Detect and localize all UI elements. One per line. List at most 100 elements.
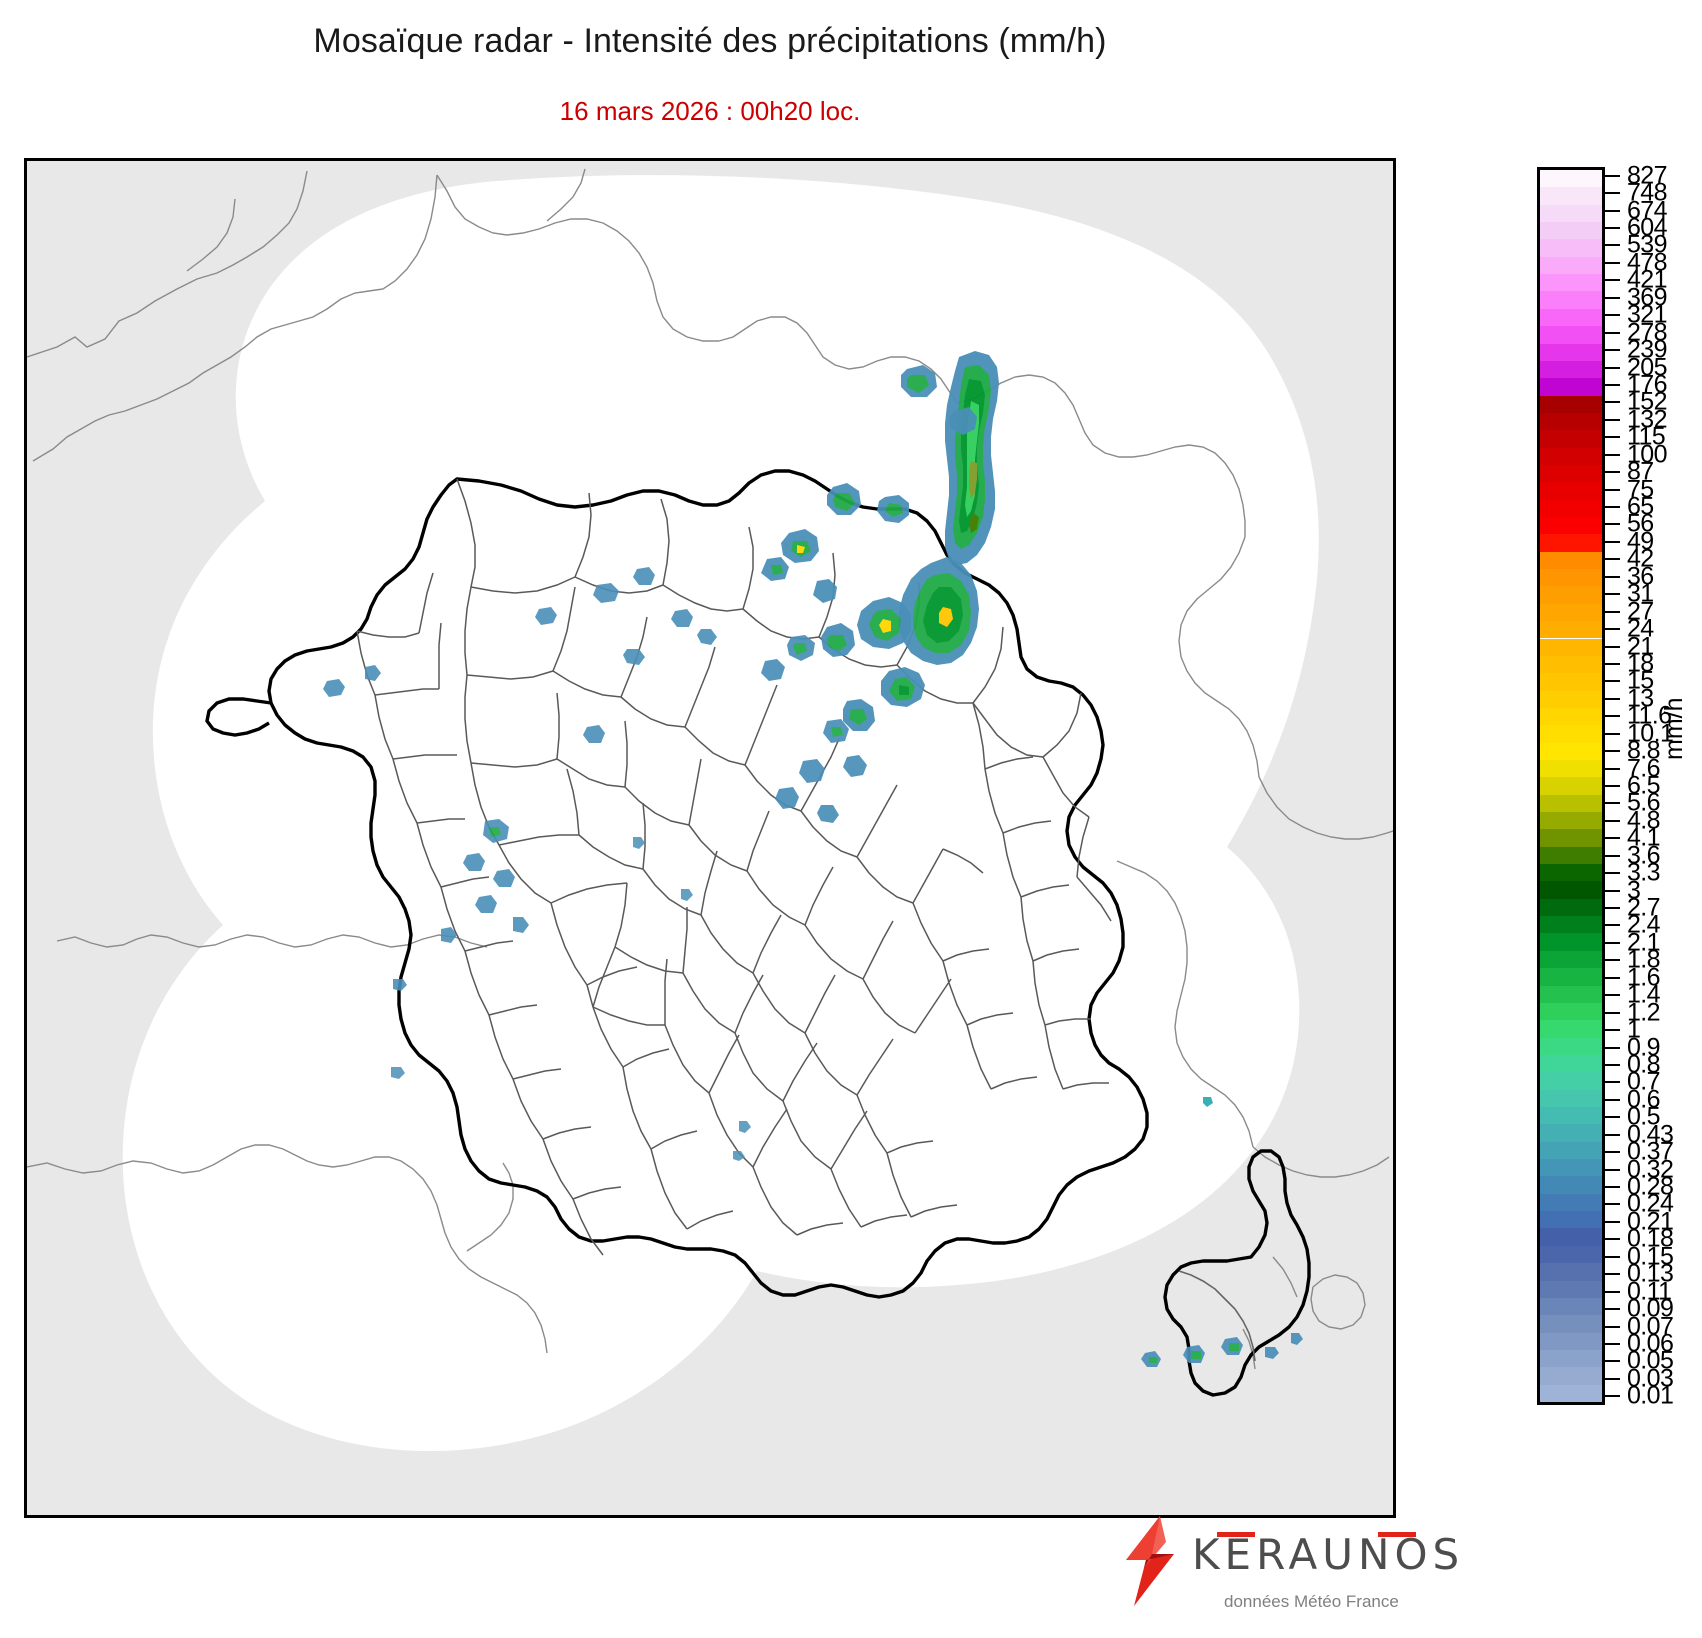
colorbar-segment <box>1540 430 1602 448</box>
colorbar-tick-mark <box>1605 174 1620 177</box>
colorbar-segment <box>1540 968 1602 986</box>
colorbar-segment <box>1540 464 1602 483</box>
colorbar-tick-label: 369 <box>1627 283 1668 312</box>
colorbar-tick-mark <box>1605 907 1620 910</box>
colorbar-tick-mark <box>1605 628 1620 631</box>
colorbar-tick-mark <box>1605 889 1620 892</box>
colorbar-tick-mark <box>1605 680 1620 683</box>
brand-accent-bar-e <box>1217 1532 1255 1537</box>
colorbar-tick-mark <box>1605 1255 1620 1258</box>
colorbar-tick-mark <box>1605 1238 1620 1241</box>
colorbar-tick-label: 11.6 <box>1627 701 1672 730</box>
colorbar-tick-label: 0.06 <box>1627 1329 1674 1358</box>
colorbar-tick-mark <box>1605 593 1620 596</box>
colorbar-ticks: 827 748 674 604 539 478 421 369 321 278 239 205 176 1… <box>1605 163 1701 1408</box>
colorbar-tick-label: 0.8 <box>1627 1050 1661 1079</box>
colorbar-segment <box>1540 1159 1602 1177</box>
colorbar-segment <box>1540 1280 1602 1298</box>
colorbar-tick-label: 0.09 <box>1627 1294 1674 1323</box>
colorbar-segment <box>1540 759 1602 778</box>
colorbar-segment <box>1540 1211 1602 1229</box>
map-canvas <box>27 161 1393 1515</box>
colorbar-tick-label: 0.05 <box>1627 1346 1674 1375</box>
colorbar-tick-label: 0.13 <box>1627 1259 1674 1288</box>
colorbar-tick-mark <box>1605 959 1620 962</box>
data-attribution: données Météo France <box>1224 1592 1399 1611</box>
colorbar-tick-label: 2.1 <box>1627 928 1661 957</box>
colorbar-segment <box>1540 812 1602 830</box>
colorbar-tick-mark <box>1605 366 1620 369</box>
neighbour-borders <box>27 168 1393 1370</box>
colorbar-segment <box>1540 690 1602 708</box>
colorbar-tick-mark <box>1605 1342 1620 1345</box>
colorbar-tick-label: 0.32 <box>1627 1155 1674 1184</box>
colorbar-segment <box>1540 1297 1602 1316</box>
colorbar-segment <box>1540 222 1602 240</box>
colorbar-tick-label: 7.6 <box>1627 754 1661 783</box>
colorbar-segment <box>1540 569 1602 587</box>
colorbar-tick-label: 0.5 <box>1627 1102 1661 1131</box>
colorbar-segment <box>1540 638 1602 656</box>
colorbar-tick-label: 5.6 <box>1627 788 1661 817</box>
colorbar-tick-label: 2.4 <box>1627 910 1661 939</box>
colorbar-segment <box>1540 725 1602 743</box>
colorbar-tick-label: 0.6 <box>1627 1085 1661 1114</box>
colorbar-tick-label: 8.8 <box>1627 736 1661 765</box>
colorbar-tick-mark <box>1605 1168 1620 1171</box>
colorbar-tick-mark <box>1605 715 1620 718</box>
colorbar-tick-mark <box>1605 1151 1620 1154</box>
colorbar-segment <box>1540 170 1602 188</box>
colorbar-tick-label: 748 <box>1627 178 1668 207</box>
colorbar-tick-mark <box>1605 296 1620 299</box>
colorbar-segment <box>1540 985 1602 1003</box>
colorbar-segment <box>1540 378 1602 396</box>
colorbar-tick-mark <box>1605 540 1620 543</box>
echo-ile-de-france <box>761 635 867 823</box>
colorbar-tick-mark <box>1605 750 1620 753</box>
colorbar-tick-mark <box>1605 436 1620 439</box>
keraunos-logo[interactable]: KERAUNOS données Météo France <box>1120 1516 1459 1611</box>
colorbar-tick-mark <box>1605 1063 1620 1066</box>
colorbar-tick-label: 321 <box>1627 300 1668 329</box>
colorbar-tick-mark <box>1605 924 1620 927</box>
colorbar-tick-label: 0.24 <box>1627 1189 1674 1218</box>
colorbar-segment <box>1540 1315 1602 1333</box>
colorbar-tick-mark <box>1605 209 1620 212</box>
colorbar-tick-mark <box>1605 1186 1620 1189</box>
colorbar-tick-mark <box>1605 488 1620 491</box>
colorbar-tick-label: 3.3 <box>1627 858 1661 887</box>
colorbar-tick-label: 0.21 <box>1627 1207 1674 1236</box>
colorbar-segment <box>1540 621 1602 639</box>
brand-accent-bar-s <box>1378 1532 1416 1537</box>
colorbar-tick-label: 49 <box>1627 527 1654 556</box>
colorbar-tick-label: 0.18 <box>1627 1224 1674 1253</box>
colorbar-segment <box>1540 1332 1602 1350</box>
colorbar-tick-mark <box>1605 697 1620 700</box>
colorbar-tick-mark <box>1605 802 1620 805</box>
colorbar-segment <box>1540 482 1602 500</box>
colorbar-tick-label: 1.6 <box>1627 963 1661 992</box>
colorbar-segment <box>1540 551 1602 570</box>
colorbar-tick-mark <box>1605 1220 1620 1223</box>
colorbar-segment <box>1540 256 1602 275</box>
colorbar-tick-label: 604 <box>1627 213 1668 242</box>
colorbar-segment <box>1540 1124 1602 1142</box>
colorbar-segment <box>1540 343 1602 361</box>
colorbar-tick-label: 36 <box>1627 562 1654 591</box>
colorbar-tick-label: 176 <box>1627 370 1668 399</box>
corsica-department-border <box>1178 1270 1256 1362</box>
brittany-coast <box>205 697 272 737</box>
colorbar-gradient <box>1537 167 1605 1405</box>
colorbar-tick-mark <box>1605 1116 1620 1119</box>
colorbar-segment <box>1540 707 1602 726</box>
colorbar-segment <box>1540 395 1602 413</box>
colorbar-tick-mark <box>1605 976 1620 979</box>
colorbar-segment <box>1540 1107 1602 1125</box>
radar-map <box>24 158 1396 1518</box>
colorbar-tick-label: 0.07 <box>1627 1312 1674 1341</box>
colorbar-tick-mark <box>1605 645 1620 648</box>
colorbar-tick-label: 4.8 <box>1627 806 1661 835</box>
corsica-outline <box>1163 1149 1311 1397</box>
colorbar-tick-mark <box>1605 610 1620 613</box>
colorbar-tick-mark <box>1605 523 1620 526</box>
